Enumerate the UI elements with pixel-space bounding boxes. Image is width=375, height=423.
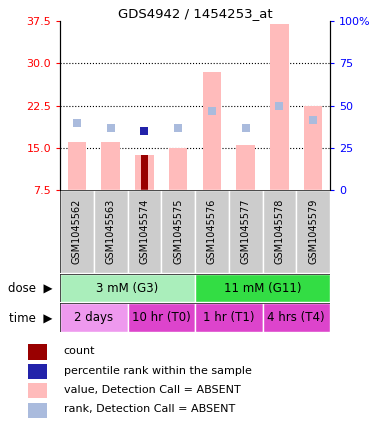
Text: GSM1045578: GSM1045578 — [274, 199, 284, 264]
Point — [74, 119, 80, 126]
Text: rank, Detection Call = ABSENT: rank, Detection Call = ABSENT — [64, 404, 235, 415]
Bar — [28, 403, 47, 418]
Text: GSM1045577: GSM1045577 — [241, 199, 250, 264]
Bar — [60, 274, 195, 302]
Bar — [128, 303, 195, 332]
Text: 4 hrs (T4): 4 hrs (T4) — [267, 311, 325, 324]
Text: GSM1045575: GSM1045575 — [173, 199, 183, 264]
Point — [243, 125, 249, 132]
Bar — [28, 364, 47, 379]
Text: 3 mM (G3): 3 mM (G3) — [96, 282, 159, 294]
Text: GSM1045579: GSM1045579 — [308, 199, 318, 264]
FancyBboxPatch shape — [94, 190, 128, 273]
Point — [141, 128, 147, 135]
Bar — [135, 155, 154, 190]
FancyBboxPatch shape — [128, 190, 161, 273]
FancyBboxPatch shape — [60, 190, 94, 273]
Point — [175, 125, 181, 132]
Point — [276, 102, 282, 109]
Bar — [195, 303, 262, 332]
Point — [141, 128, 147, 135]
Text: percentile rank within the sample: percentile rank within the sample — [64, 365, 252, 376]
Text: GSM1045562: GSM1045562 — [72, 199, 82, 264]
Text: count: count — [64, 346, 95, 356]
FancyBboxPatch shape — [229, 190, 262, 273]
Text: 11 mM (G11): 11 mM (G11) — [224, 282, 301, 294]
Point — [310, 116, 316, 123]
Text: value, Detection Call = ABSENT: value, Detection Call = ABSENT — [64, 385, 240, 395]
Bar — [304, 106, 322, 190]
Bar — [169, 148, 188, 190]
Bar — [141, 155, 148, 190]
Text: time  ▶: time ▶ — [9, 311, 53, 324]
Bar — [202, 72, 221, 190]
Text: 2 days: 2 days — [74, 311, 113, 324]
Bar — [236, 145, 255, 190]
FancyBboxPatch shape — [161, 190, 195, 273]
FancyBboxPatch shape — [296, 190, 330, 273]
Bar — [28, 344, 47, 360]
Text: GSM1045574: GSM1045574 — [140, 199, 149, 264]
Text: 1 hr (T1): 1 hr (T1) — [203, 311, 255, 324]
FancyBboxPatch shape — [262, 190, 296, 273]
FancyBboxPatch shape — [195, 190, 229, 273]
Bar — [195, 274, 330, 302]
Bar — [28, 383, 47, 398]
Bar — [68, 143, 86, 190]
Point — [209, 108, 215, 115]
Text: GSM1045563: GSM1045563 — [106, 199, 116, 264]
Bar — [262, 303, 330, 332]
Text: 10 hr (T0): 10 hr (T0) — [132, 311, 190, 324]
Title: GDS4942 / 1454253_at: GDS4942 / 1454253_at — [118, 7, 272, 20]
Point — [108, 125, 114, 132]
Bar — [101, 143, 120, 190]
Text: dose  ▶: dose ▶ — [8, 282, 52, 294]
Text: GSM1045576: GSM1045576 — [207, 199, 217, 264]
Bar — [270, 24, 289, 190]
Bar — [60, 303, 128, 332]
